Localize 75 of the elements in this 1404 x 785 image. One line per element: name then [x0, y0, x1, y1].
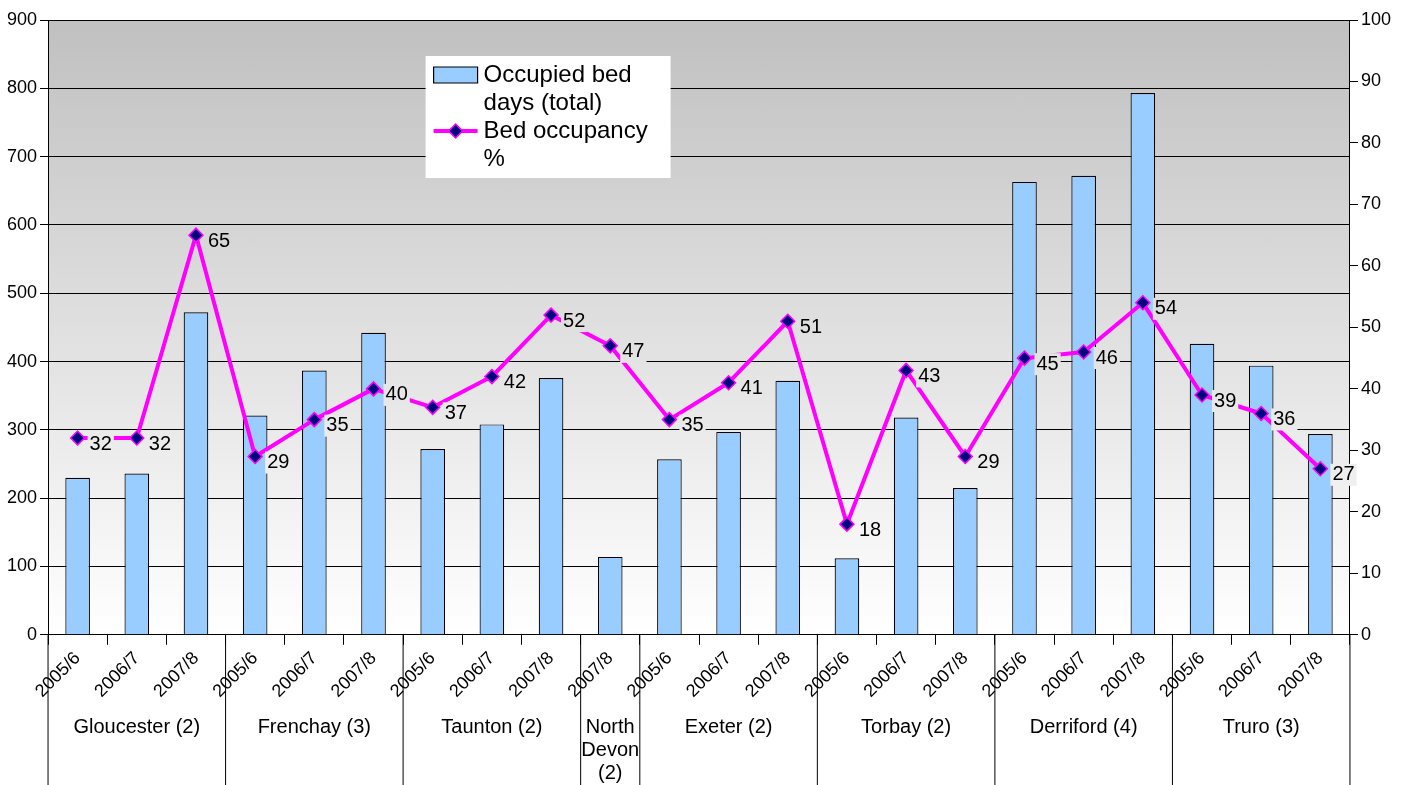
y-tick-label: 500 [6, 282, 38, 303]
point [1194, 387, 1210, 403]
y-tick-label: 100 [6, 555, 38, 576]
data-label: 45 [1036, 351, 1059, 374]
data-label: 52 [563, 308, 586, 331]
data-label: 37 [444, 400, 467, 423]
data-label: 43 [918, 363, 941, 386]
data-label: 46 [1095, 345, 1118, 368]
data-label: 42 [503, 370, 527, 393]
y-tick-label: 800 [6, 77, 38, 98]
data-label: 47 [622, 339, 645, 362]
data-label: 54 [1154, 296, 1178, 319]
y2-tick-label: 100 [1360, 8, 1392, 29]
text: North Devon (2) [581, 714, 640, 783]
point [247, 448, 263, 465]
data-label: 32 [89, 431, 112, 454]
point [957, 448, 974, 465]
y2-tick-label: 60 [1360, 254, 1381, 275]
data-label: 35 [681, 413, 704, 436]
data-label: 36 [1273, 406, 1296, 429]
point [69, 430, 86, 446]
point [661, 411, 678, 428]
point [424, 399, 441, 416]
data-label: 27 [1332, 462, 1355, 485]
y2-tick-label: 20 [1360, 500, 1381, 521]
point [129, 430, 145, 446]
text: Torbay (2) [861, 714, 952, 737]
legend-label: Bed occupancy % [483, 115, 648, 171]
point [1075, 344, 1092, 360]
text: Gloucester (2) [73, 714, 201, 737]
data-label: 39 [1214, 388, 1237, 411]
point [720, 374, 737, 391]
point [602, 338, 618, 354]
text: Taunton (2) [441, 714, 543, 737]
data-label: 29 [977, 450, 1000, 473]
point [839, 516, 855, 532]
text: Exeter (2) [684, 714, 773, 737]
text: Truro (3) [1222, 714, 1300, 737]
point [1135, 295, 1151, 311]
data-label: 41 [740, 376, 763, 399]
y-tick-label: 300 [6, 418, 38, 439]
point [543, 307, 559, 323]
y2-tick-label: 80 [1360, 131, 1381, 152]
y2-tick-label: 0 [1360, 623, 1371, 644]
point [188, 227, 204, 243]
point [1312, 461, 1329, 477]
y2-tick-label: 70 [1360, 193, 1381, 214]
y-tick-label: 900 [6, 8, 38, 29]
y-tick-label: 0 [27, 623, 38, 644]
y-tick-label: 400 [6, 350, 38, 371]
point [780, 313, 796, 329]
y2-tick-label: 40 [1360, 377, 1381, 398]
data-label: 29 [267, 450, 290, 473]
y2-tick-label: 90 [1360, 70, 1381, 91]
data-label: 51 [799, 314, 823, 337]
point [484, 368, 500, 385]
data-label: 40 [385, 382, 408, 405]
legend-label: Occupied bed days (total) [483, 59, 632, 115]
y2-tick-label: 30 [1360, 439, 1381, 460]
point [1253, 405, 1269, 422]
point [1016, 350, 1033, 366]
text: Derriford (4) [1029, 714, 1138, 737]
y-tick-label: 600 [6, 213, 38, 234]
y2-tick-label: 10 [1360, 562, 1381, 583]
point [306, 411, 323, 428]
y2-tick-label: 50 [1360, 316, 1381, 337]
point [365, 381, 382, 397]
point [898, 362, 914, 379]
data-label: 18 [858, 517, 882, 540]
y-tick-label: 200 [6, 487, 38, 508]
text: Frenchay (3) [257, 714, 372, 737]
y-tick-label: 700 [6, 145, 38, 166]
data-label: 32 [148, 431, 172, 454]
data-label: 65 [207, 228, 231, 251]
data-label: 35 [326, 413, 349, 436]
